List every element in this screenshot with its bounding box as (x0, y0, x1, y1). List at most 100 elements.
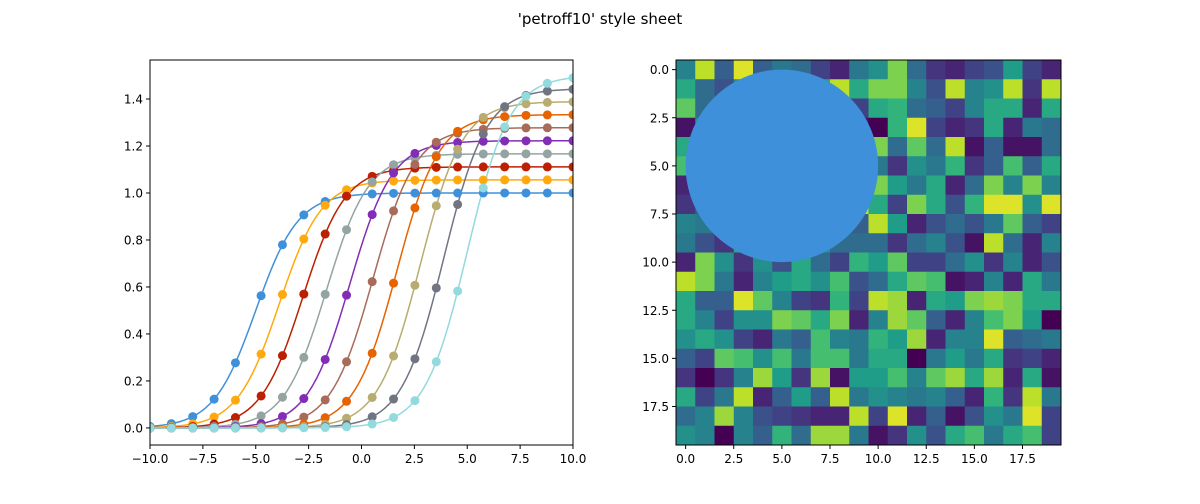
heatmap-cell (887, 425, 908, 446)
series-0-marker (188, 412, 198, 422)
series-9-marker (410, 396, 420, 406)
heatmap-cell (1003, 98, 1023, 119)
heatmap-cell (830, 310, 850, 330)
heatmap-cell (1022, 233, 1043, 253)
heatmap-cell (887, 79, 908, 99)
x-tick-label: −5.0 (241, 452, 270, 466)
heatmap-cell (810, 425, 831, 446)
heatmap-cell (868, 214, 889, 234)
heatmap-cell (1041, 98, 1062, 119)
heatmap-cell (964, 117, 985, 138)
heatmap-cell (695, 252, 715, 273)
heatmap-cell (810, 368, 831, 388)
series-line-1 (150, 179, 573, 429)
figure-title: 'petroff10' style sheet (518, 10, 683, 28)
y-tick-label: 0.0 (650, 63, 669, 77)
series-6-marker (500, 112, 510, 122)
series-7-marker (431, 201, 441, 211)
heatmap-cell (753, 425, 773, 446)
heatmap-cell (1022, 175, 1043, 196)
series-9-marker (542, 78, 552, 88)
y-tick-label: 2.5 (650, 111, 669, 125)
heatmap-cell (1003, 310, 1023, 330)
series-2-marker (277, 351, 287, 361)
heatmap-cell (926, 406, 946, 427)
heatmap-cell (714, 252, 735, 273)
series-2-marker (320, 229, 330, 239)
series-8-marker (389, 394, 399, 404)
heatmap-cell (984, 368, 1004, 388)
series-0-marker (410, 188, 420, 198)
heatmap-cell (887, 368, 908, 388)
series-8-marker (542, 86, 552, 96)
heatmap-cell (791, 310, 812, 330)
heatmap-cell (772, 310, 792, 330)
heatmap-cell (868, 291, 889, 311)
x-tick-label: 7.5 (511, 452, 530, 466)
heatmap-cell (945, 194, 966, 215)
heatmap-cell (1022, 214, 1043, 234)
heatmap-cell (1022, 329, 1043, 350)
heatmap-cell (753, 271, 773, 292)
heatmap-cell (791, 291, 812, 311)
series-1-marker (521, 175, 531, 185)
series-1-marker (277, 290, 287, 300)
heatmap-cell (676, 291, 696, 311)
y-tick-label: 12.5 (642, 304, 669, 318)
heatmap-cell (984, 387, 1004, 407)
series-7-marker (410, 280, 420, 290)
series-6-marker (389, 278, 399, 288)
heatmap-cell (945, 291, 966, 311)
heatmap-cell (772, 406, 792, 427)
heatmap-cell (676, 271, 696, 292)
series-5-marker (389, 206, 399, 216)
heatmap-cell (887, 406, 908, 427)
heatmap-cell (1041, 348, 1062, 369)
heatmap-cell (676, 406, 696, 427)
series-2-marker (542, 162, 552, 172)
heatmap-cell (907, 175, 927, 196)
heatmap-cell (753, 348, 773, 369)
heatmap-cell (1003, 117, 1023, 138)
heatmap-cell (676, 214, 696, 234)
series-3-marker (568, 149, 573, 159)
series-7-marker (453, 144, 463, 154)
heatmap-cell (868, 310, 889, 330)
heatmap-chart: 0.0 0.0 2.5 2.5 5.0 5.0 7.5 7.5 10.0 10.0 12.5 12.5… (642, 59, 1062, 466)
heatmap-cell (1003, 291, 1023, 311)
series-4-marker (521, 136, 531, 146)
heatmap-cell (1003, 387, 1023, 407)
series-6-marker (410, 203, 420, 213)
series-9-marker (209, 423, 219, 433)
series-1-marker (256, 349, 266, 359)
heatmap-cell (984, 291, 1004, 311)
heatmap-cell (1041, 175, 1062, 196)
series-4-marker (277, 411, 287, 421)
series-2-marker (568, 162, 573, 172)
heatmap-cell (964, 406, 985, 427)
heatmap-cell (945, 214, 966, 234)
series-2-marker (478, 162, 488, 172)
heatmap-cell (964, 233, 985, 253)
series-4-marker (342, 290, 352, 300)
x-tick-label: 10.0 (560, 452, 587, 466)
series-1-marker (209, 412, 219, 422)
heatmap-cell (733, 387, 754, 407)
heatmap-cell (676, 117, 696, 138)
heatmap-cell (945, 310, 966, 330)
heatmap-cell (984, 214, 1004, 234)
series-0-marker (299, 210, 309, 220)
heatmap-cell (868, 329, 889, 350)
heatmap-cell (1003, 252, 1023, 273)
heatmap-cell (868, 79, 889, 99)
heatmap-cell (830, 348, 850, 369)
heatmap-cell (868, 60, 889, 80)
series-9-marker (256, 423, 266, 433)
heatmap-cell (868, 98, 889, 119)
heatmap-cell (868, 387, 889, 407)
series-3-marker (478, 149, 488, 159)
series-3-marker (367, 177, 377, 187)
heatmap-cell (676, 425, 696, 446)
heatmap-cell (733, 406, 754, 427)
heatmap-cell (849, 406, 869, 427)
